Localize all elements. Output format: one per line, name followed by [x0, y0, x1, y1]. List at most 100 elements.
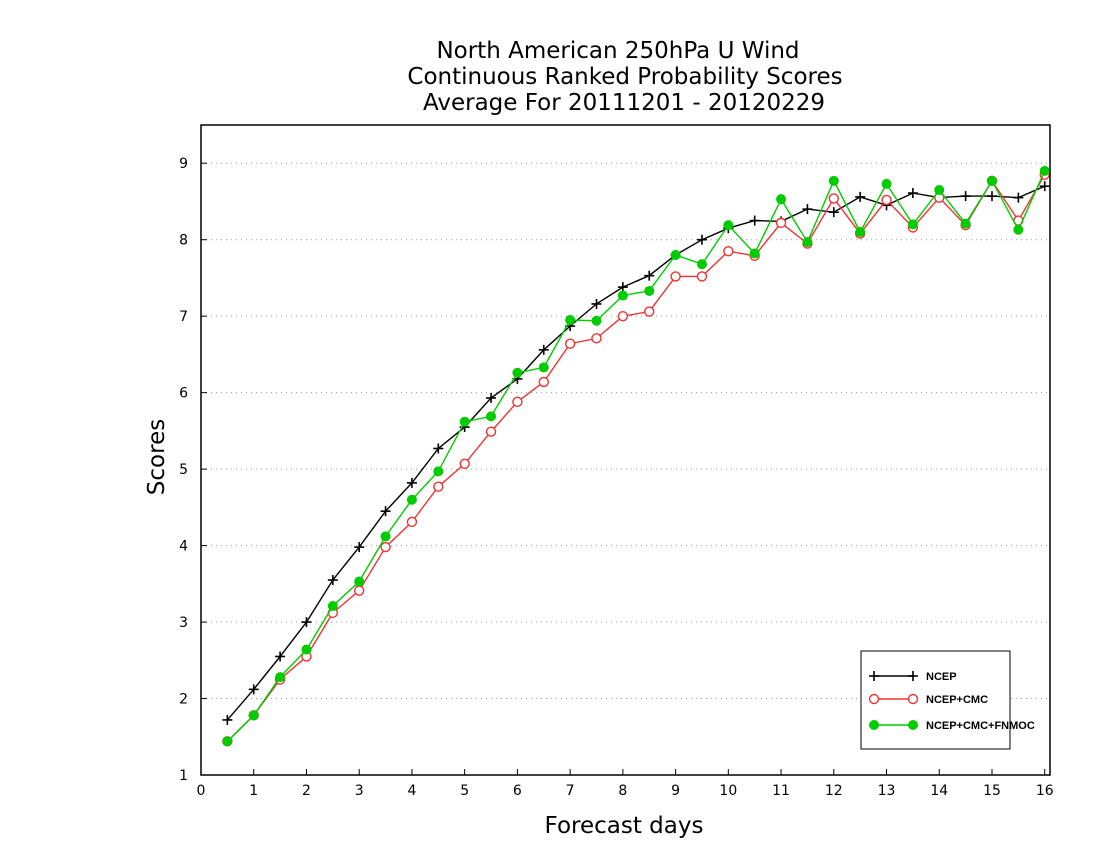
plot-frame — [200, 124, 1051, 776]
data-point — [986, 175, 997, 186]
data-point — [855, 191, 866, 202]
y-tick-label: 9 — [179, 156, 188, 172]
y-tick-label: 2 — [179, 692, 188, 708]
data-point — [696, 259, 707, 270]
legend-swatch-marker — [908, 720, 918, 730]
data-point — [512, 396, 523, 408]
data-point — [644, 306, 655, 317]
data-point — [459, 416, 470, 427]
chart-title: North American 250hPa U Wind Continuous … — [407, 38, 842, 116]
chart-title-line-3: Average For 20111201 - 20120229 — [423, 90, 825, 116]
data-point — [828, 193, 839, 204]
data-point — [591, 298, 602, 309]
data-point — [486, 393, 497, 403]
data-point — [433, 466, 444, 477]
x-tick-label: 16 — [1036, 783, 1054, 799]
x-axis: 0 1 2 3 4 5 6 7 8 9 10 11 12 13 14 15 16 — [197, 769, 1054, 799]
series-line — [226, 185, 1045, 721]
legend-swatch-marker — [907, 693, 919, 705]
y-tick-label: 8 — [179, 233, 188, 249]
legend-item: NCEP+CMC — [868, 693, 988, 706]
data-point — [380, 506, 391, 517]
x-tick-label: 7 — [566, 783, 575, 799]
data-point — [406, 516, 418, 528]
gridlines — [201, 162, 1050, 700]
data-point — [749, 248, 760, 259]
x-tick-label: 8 — [618, 783, 627, 799]
data-point — [1013, 192, 1024, 203]
data-point — [828, 207, 839, 218]
data-point — [248, 710, 259, 721]
data-point — [723, 220, 734, 231]
data-point — [696, 271, 708, 282]
data-point — [486, 411, 497, 422]
x-tick-label: 14 — [930, 783, 948, 799]
x-tick-label: 12 — [825, 783, 843, 799]
data-point — [986, 191, 997, 202]
data-point — [433, 443, 444, 454]
data-point — [380, 541, 391, 553]
legend-swatch-marker — [908, 671, 918, 681]
data-point — [1039, 165, 1050, 176]
data-point — [222, 736, 233, 747]
data-point — [353, 585, 365, 596]
data-point — [855, 227, 866, 238]
data-point — [591, 333, 602, 344]
series-line — [226, 170, 1046, 742]
data-point — [327, 575, 338, 585]
data-point — [301, 617, 312, 628]
x-tick-label: 13 — [878, 783, 896, 799]
legend-swatch-marker — [869, 720, 879, 730]
legend-label: NCEP+CMC+FNMOC — [926, 720, 1035, 732]
data-point — [406, 494, 417, 505]
x-tick-label: 3 — [355, 783, 364, 799]
data-point — [644, 285, 655, 296]
data-point — [565, 315, 576, 325]
data-point — [538, 344, 549, 355]
data-point — [1039, 181, 1050, 192]
data-point — [327, 601, 338, 611]
series-2 — [222, 165, 1050, 747]
data-point — [354, 542, 365, 553]
data-point — [275, 672, 286, 683]
legend-box — [860, 650, 1011, 750]
data-point — [960, 218, 971, 229]
x-axis-label: Forecast days — [545, 813, 704, 839]
data-point — [591, 315, 602, 326]
data-point — [881, 178, 892, 189]
y-tick-label: 4 — [179, 539, 188, 555]
chart-title-line-2: Continuous Ranked Probability Scores — [407, 64, 842, 90]
x-tick-label: 1 — [249, 783, 258, 799]
x-tick-label: 9 — [671, 783, 680, 799]
data-point — [802, 237, 813, 247]
data-point — [538, 362, 549, 373]
data-point — [670, 271, 681, 282]
data-point — [723, 245, 734, 257]
legend-label: NCEP — [926, 671, 957, 683]
data-point — [1013, 224, 1024, 235]
data-point — [538, 376, 549, 388]
data-point — [828, 175, 839, 186]
legend-swatch-marker — [868, 693, 880, 705]
y-tick-label: 1 — [179, 768, 188, 784]
x-tick-label: 11 — [772, 783, 790, 799]
data-point — [670, 250, 681, 260]
y-tick-label: 7 — [179, 309, 188, 325]
data-point — [459, 458, 470, 469]
data-point — [512, 367, 523, 378]
data-point — [881, 194, 892, 206]
y-tick-label: 5 — [179, 462, 188, 478]
data-point — [617, 310, 629, 322]
x-tick-label: 0 — [197, 783, 206, 799]
data-point — [380, 531, 391, 542]
data-point — [934, 185, 945, 195]
x-tick-label: 6 — [513, 783, 522, 799]
y-axis-label: Scores — [144, 419, 170, 495]
data-point — [696, 234, 707, 245]
data-point — [406, 477, 417, 488]
x-tick-label: 5 — [460, 783, 469, 799]
data-point — [617, 290, 628, 301]
x-tick-label: 10 — [719, 783, 737, 799]
x-tick-label: 2 — [302, 783, 311, 799]
